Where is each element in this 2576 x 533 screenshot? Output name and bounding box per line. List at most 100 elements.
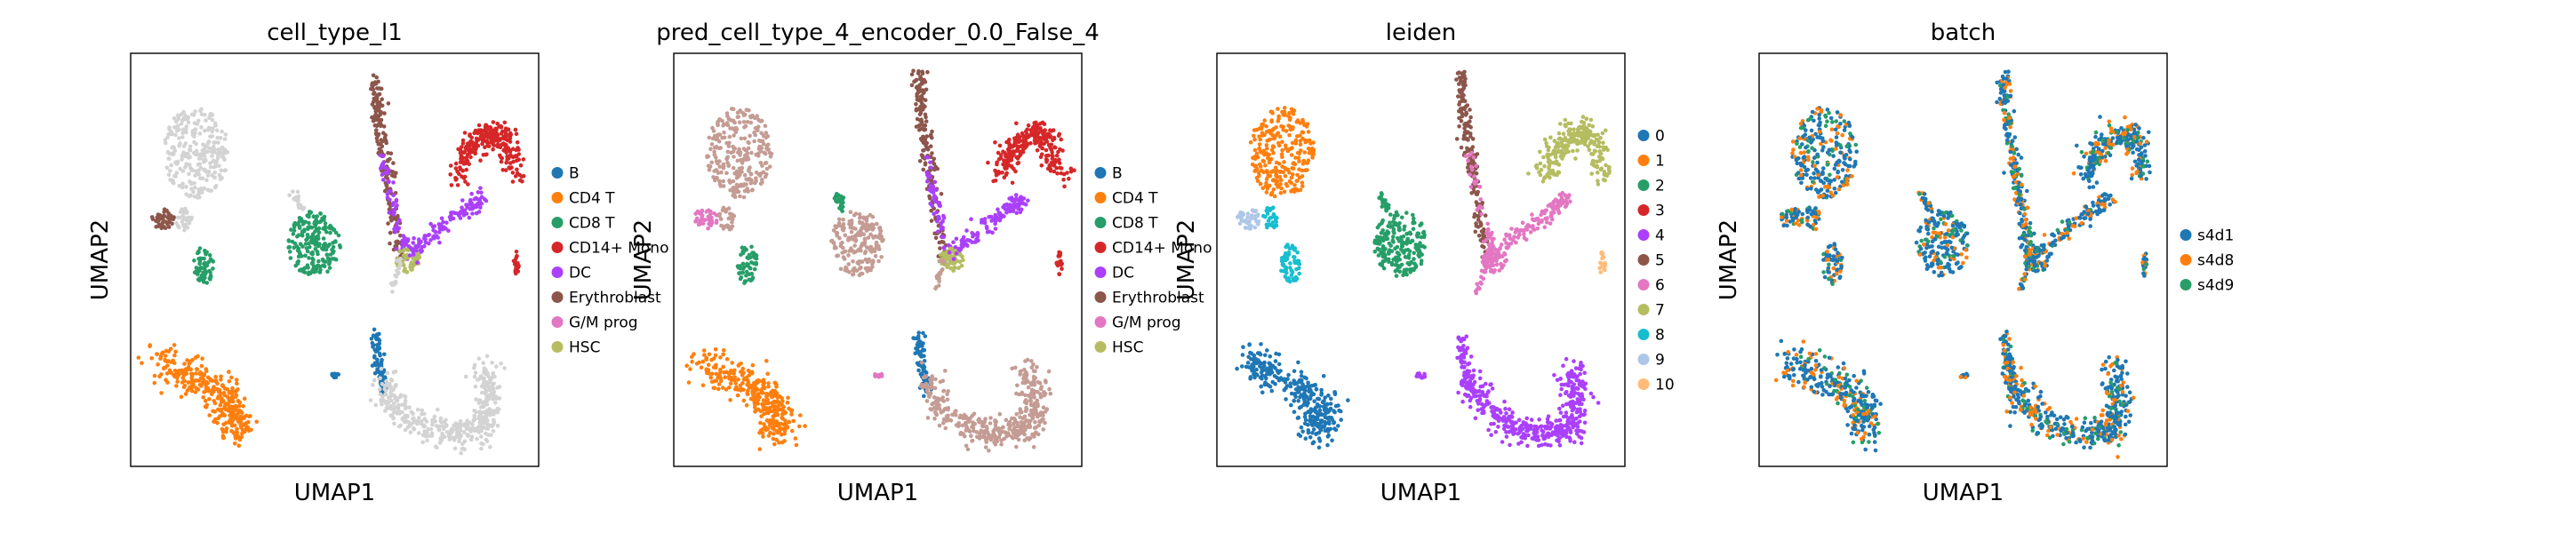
scatter-point — [1060, 148, 1065, 153]
scatter-point — [866, 266, 871, 271]
scatter-point — [368, 398, 373, 402]
scatter-point — [378, 153, 383, 158]
scatter-point — [1379, 250, 1383, 255]
scatter-point — [484, 437, 489, 442]
scatter-point — [419, 421, 424, 426]
scatter-point — [927, 394, 932, 399]
scatter-point — [186, 120, 191, 125]
scatter-point — [1018, 427, 1023, 433]
scatter-point — [295, 196, 300, 201]
scatter-point — [721, 179, 725, 184]
scatter-point — [925, 416, 931, 420]
scatter-point — [408, 265, 412, 270]
scatter-point — [405, 248, 410, 252]
scatter-point — [774, 437, 779, 442]
scatter-point — [940, 226, 945, 230]
scatter-point — [777, 426, 782, 431]
scatter-point — [195, 367, 200, 372]
scatter-point — [786, 395, 790, 401]
scatter-point — [383, 171, 388, 175]
scatter-point — [458, 160, 463, 164]
scatter-point — [415, 260, 420, 265]
scatter-point — [1020, 416, 1025, 421]
scatter-point — [232, 404, 237, 409]
scatter-point — [180, 127, 186, 131]
scatter-point — [207, 413, 212, 418]
scatter-point — [748, 266, 753, 271]
scatter-point — [750, 362, 756, 368]
scatter-point — [958, 430, 964, 435]
scatter-point — [1047, 163, 1052, 168]
scatter-point — [514, 131, 519, 136]
scatter-point — [757, 447, 763, 451]
scatter-point — [497, 138, 501, 142]
scatter-point — [428, 221, 433, 227]
scatter-point — [183, 206, 188, 211]
scatter-point — [475, 139, 479, 144]
scatter-point — [991, 179, 996, 184]
scatter-point — [769, 391, 773, 396]
scatter-point — [853, 236, 858, 242]
scatter-point — [385, 406, 390, 411]
scatter-point — [738, 153, 742, 157]
scatter-point — [482, 403, 486, 408]
scatter-point — [295, 261, 300, 266]
scatter-point — [484, 152, 488, 157]
scatter-point — [375, 86, 380, 91]
scatter-point — [852, 243, 857, 248]
scatter-point — [307, 220, 311, 226]
scatter-point — [398, 233, 403, 238]
scatter-point — [873, 254, 878, 259]
scatter-point — [180, 185, 185, 190]
scatter-point — [209, 147, 214, 151]
scatter-point — [478, 205, 483, 210]
scatter-point — [420, 245, 424, 250]
scatter-point — [374, 75, 380, 80]
scatter-point — [516, 263, 521, 268]
scatter-point — [741, 398, 747, 403]
scatter-point — [750, 393, 756, 397]
scatter-point — [469, 201, 474, 205]
scatter-point — [996, 429, 1002, 434]
scatter-point — [182, 383, 188, 388]
scatter-point — [484, 431, 488, 436]
scatter-point — [396, 402, 401, 408]
scatter-point — [385, 192, 390, 196]
scatter-point — [764, 418, 770, 423]
scatter-point — [987, 449, 991, 453]
scatter-point — [504, 160, 508, 165]
scatter-point — [166, 225, 172, 229]
scatter-point — [492, 374, 497, 379]
scatter-point — [178, 166, 182, 171]
scatter-point — [221, 422, 226, 427]
scatter-point — [1280, 124, 1284, 129]
scatter-point — [715, 145, 719, 150]
scatter-point — [372, 347, 377, 352]
scatter-point — [940, 239, 944, 244]
scatter-point — [735, 115, 740, 119]
scatter-point — [730, 219, 734, 225]
scatter-point — [1038, 155, 1044, 160]
scatter-point — [393, 226, 397, 230]
scatter-point — [936, 396, 941, 402]
scatter-point — [403, 416, 408, 420]
scatter-point — [1300, 184, 1305, 188]
scatter-point — [495, 121, 500, 126]
scatter-point — [1006, 155, 1011, 160]
scatter-point — [752, 266, 757, 272]
legend-marker — [1094, 192, 1107, 203]
scatter-point — [187, 361, 192, 366]
scatter-point — [727, 370, 732, 375]
scatter-point — [770, 401, 774, 405]
scatter-point — [1392, 231, 1396, 235]
scatter-point — [412, 416, 416, 421]
scatter-point — [1043, 128, 1047, 132]
scatter-point — [1274, 172, 1279, 177]
scatter-point — [841, 255, 846, 259]
scatter-point — [922, 347, 927, 353]
scatter-point — [391, 193, 396, 198]
scatter-point — [1290, 127, 1295, 131]
scatter-point — [714, 155, 718, 160]
scatter-point — [777, 394, 782, 399]
scatter-point — [182, 227, 187, 233]
